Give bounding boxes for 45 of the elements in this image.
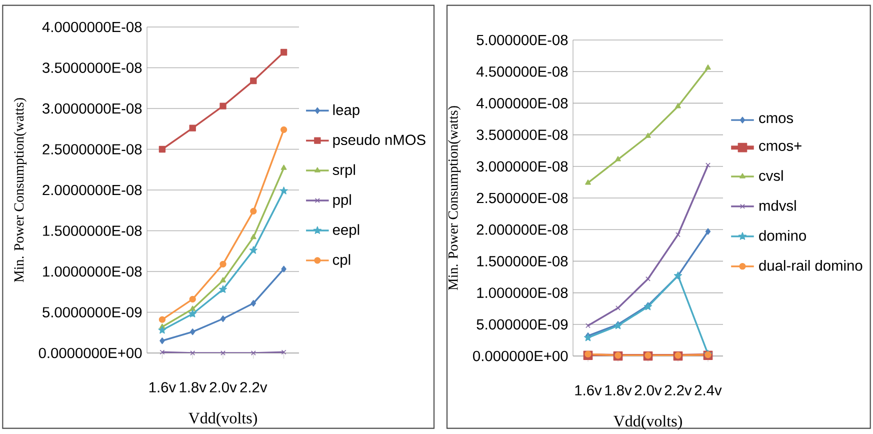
- y-axis-title: Min. Power Consumption(watts): [448, 106, 461, 290]
- legend-label: cmos: [759, 115, 794, 124]
- y-tick-label: 5.0000000E-09: [42, 306, 142, 318]
- y-tick-label: 0.000000E+00: [473, 350, 568, 362]
- x-tick-label: 2.0v: [210, 382, 237, 392]
- y-tick-label: 3.000000E-08: [476, 161, 568, 172]
- y-tick-label: 1.0000000E-08: [43, 266, 142, 277]
- legend-label: cmos+: [759, 142, 802, 151]
- x-tick-label: 1.8v: [180, 382, 206, 392]
- y-tick-label: 4.000000E-08: [476, 98, 568, 108]
- y-axis-title: Min. Power Consumption(watts): [14, 98, 26, 282]
- y-tick-label: 2.0000000E-08: [42, 184, 142, 196]
- legend-label: domino: [759, 230, 806, 241]
- x-tick-label: 1.6v: [149, 382, 176, 392]
- x-tick-label: 2.4v: [694, 384, 722, 396]
- legend-label: mdvsl: [760, 200, 796, 211]
- x-tick-label: 2.2v: [664, 384, 692, 396]
- y-tick-label: 2.5000000E-08: [42, 144, 142, 154]
- y-tick-label: 2.500000E-08: [476, 192, 568, 204]
- y-tick-label: 5.000000E-09: [476, 319, 568, 330]
- x-axis-title: Vdd(volts): [188, 412, 257, 427]
- y-tick-label: 0.0000000E+00: [38, 348, 142, 358]
- y-tick-label: 4.500000E-08: [476, 66, 568, 77]
- legend-label: dual-rail domino: [759, 260, 862, 271]
- y-tick-label: 1.000000E-08: [477, 288, 568, 298]
- legend-label: cpl: [332, 254, 350, 268]
- x-axis-title: Vdd(volts): [614, 415, 682, 430]
- x-tick-label: 1.6v: [575, 384, 602, 396]
- legend-label: cvsl: [759, 170, 783, 181]
- legend-label: srpl: [332, 164, 355, 178]
- legend-label: eepl: [332, 224, 360, 238]
- x-tick-label: 2.2v: [240, 382, 268, 392]
- legend-label: pseudo nMOS: [333, 134, 426, 148]
- y-tick-label: 5.000000E-08: [476, 34, 568, 46]
- y-tick-label: 3.500000E-08: [476, 130, 568, 140]
- y-tick-label: 4.0000000E-08: [42, 22, 142, 32]
- legend-label: ppl: [333, 194, 351, 208]
- y-tick-label: 3.5000000E-08: [42, 62, 142, 73]
- y-tick-label: 1.5000000E-08: [43, 225, 142, 236]
- x-tick-label: 2.0v: [634, 384, 662, 396]
- y-tick-label: 2.000000E-08: [476, 224, 568, 235]
- x-tick-label: 1.8v: [605, 384, 632, 396]
- y-tick-label: 1.500000E-08: [477, 256, 568, 266]
- y-tick-label: 3.0000000E-08: [42, 103, 142, 114]
- legend-label: leap: [333, 104, 360, 118]
